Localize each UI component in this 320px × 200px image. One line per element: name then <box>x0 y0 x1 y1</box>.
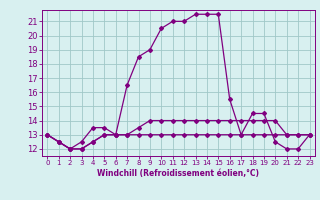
X-axis label: Windchill (Refroidissement éolien,°C): Windchill (Refroidissement éolien,°C) <box>97 169 260 178</box>
